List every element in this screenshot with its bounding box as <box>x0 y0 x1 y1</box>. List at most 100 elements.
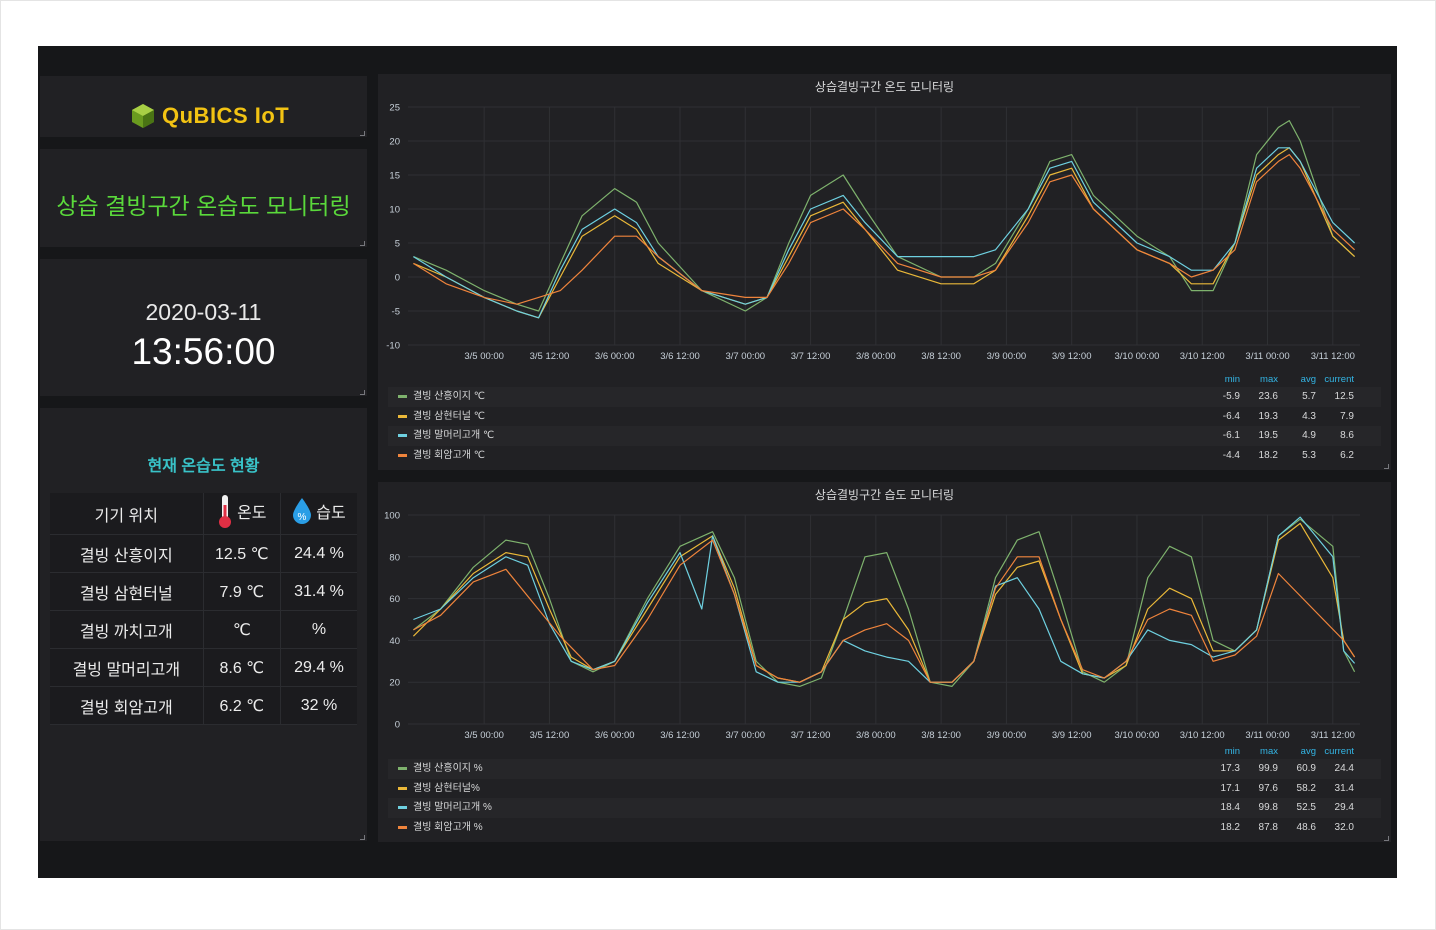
legend-max-header[interactable]: max <box>1260 374 1278 385</box>
location-cell: 결빙 회암고개 <box>50 686 204 725</box>
legend-min-header[interactable]: min <box>1224 374 1240 385</box>
legend-item[interactable]: 결빙 삼현터널 ℃ -6.4 19.3 4.3 7.9 <box>388 407 1381 427</box>
series-line <box>413 147 1356 319</box>
series-line <box>413 539 1356 683</box>
series-color-swatch <box>398 806 407 810</box>
y-tick-label: 80 <box>389 552 400 563</box>
chart-title[interactable]: 상습결빙구간 온도 모니터링 <box>814 80 955 94</box>
legend-max-value: 19.3 <box>1258 410 1278 422</box>
x-tick-label: 3/7 00:00 <box>725 351 765 362</box>
humidity-legend: min max avg current 결빙 산흥이지 % 17.3 99.9 60.9 24.… <box>388 744 1381 837</box>
legend-min-header[interactable]: min <box>1224 746 1240 757</box>
resize-handle[interactable] <box>1384 836 1389 841</box>
legend-series-name[interactable]: 결빙 산흥이지 % <box>413 763 483 774</box>
legend-item[interactable]: 결빙 회암고개 % 18.2 87.8 48.6 32.0 <box>388 818 1381 838</box>
legend-avg-header[interactable]: avg <box>1300 746 1316 757</box>
location-cell: 결빙 산흥이지 <box>50 534 204 573</box>
x-tick-label: 3/9 12:00 <box>1052 351 1092 362</box>
legend-max-header[interactable]: max <box>1260 746 1278 757</box>
x-tick-label: 3/9 12:00 <box>1052 730 1092 741</box>
x-tick-label: 3/6 00:00 <box>595 730 635 741</box>
location-header: 기기 위치 <box>50 493 204 535</box>
legend-item[interactable]: 결빙 말머리고개 % 18.4 99.8 52.5 29.4 <box>388 798 1381 818</box>
temp-header: 온도 <box>203 493 281 535</box>
x-tick-label: 3/6 12:00 <box>660 730 700 741</box>
chart-title[interactable]: 상습결빙구간 습도 모니터링 <box>814 488 955 502</box>
y-tick-label: 15 <box>389 171 400 182</box>
legend-current-header[interactable]: current <box>1324 374 1354 385</box>
legend-series-name[interactable]: 결빙 회암고개 ℃ <box>413 449 485 461</box>
series-color-swatch <box>398 825 407 829</box>
resize-handle[interactable] <box>360 131 365 136</box>
legend-item[interactable]: 결빙 산흥이지 ℃ -5.9 23.6 5.7 12.5 <box>388 387 1381 407</box>
series-color-swatch <box>398 434 407 438</box>
resize-handle[interactable] <box>1384 464 1389 469</box>
x-tick-label: 3/7 00:00 <box>725 730 765 741</box>
legend-current-value: 8.6 <box>1340 430 1354 441</box>
legend-avg-value: 48.6 <box>1296 821 1316 833</box>
legend-avg-header[interactable]: avg <box>1300 374 1316 385</box>
x-tick-label: 3/9 00:00 <box>987 351 1027 362</box>
humidity-chart: 0 20 40 60 80 100 3/5 00:00 3/5 12:00 3/6 00:00 3… <box>384 511 1360 741</box>
y-tick-label: 0 <box>395 720 400 731</box>
x-tick-label: 3/11 12:00 <box>1311 730 1355 741</box>
legend-current-value: 12.5 <box>1334 391 1354 402</box>
resize-handle[interactable] <box>360 835 365 840</box>
legend-series-name[interactable]: 결빙 삼현터널 ℃ <box>413 410 485 422</box>
legend-current-header[interactable]: current <box>1324 746 1354 757</box>
legend-max-value: 87.8 <box>1258 821 1278 833</box>
x-tick-label: 3/6 12:00 <box>660 351 700 362</box>
x-tick-label: 3/8 00:00 <box>856 730 896 741</box>
x-tick-label: 3/11 00:00 <box>1245 351 1289 362</box>
legend-min-value: 17.1 <box>1220 782 1240 794</box>
legend-avg-value: 4.9 <box>1302 430 1316 441</box>
legend-item[interactable]: 결빙 회암고개 ℃ -4.4 18.2 5.3 6.2 <box>388 446 1381 466</box>
series-color-swatch <box>398 395 407 399</box>
x-tick-label: 3/10 00:00 <box>1115 351 1160 362</box>
legend-item[interactable]: 결빙 말머리고개 ℃ -6.1 19.5 4.9 8.6 <box>388 426 1381 446</box>
legend-current-value: 24.4 <box>1334 763 1354 774</box>
legend-current-value: 32.0 <box>1334 821 1354 833</box>
x-tick-label: 3/5 00:00 <box>464 351 504 362</box>
y-tick-label: 100 <box>384 511 400 522</box>
x-tick-label: 3/10 12:00 <box>1180 351 1225 362</box>
legend-avg-value: 5.7 <box>1302 391 1316 402</box>
legend-min-value: 18.2 <box>1220 821 1240 833</box>
table-row: 결빙 회암고개 6.2 ℃ 32 % <box>50 686 357 725</box>
x-tick-label: 3/5 12:00 <box>530 730 570 741</box>
status-title: 현재 온습도 현황 <box>147 458 260 475</box>
table-row: 결빙 까치고개 ℃ % <box>50 610 357 649</box>
temperature-chart: -10 -5 0 5 10 15 20 25 3/5 00:00 3/5 12:00 3/6 00:… <box>386 103 1360 362</box>
legend-item[interactable]: 결빙 산흥이지 % 17.3 99.9 60.9 24.4 <box>388 759 1381 779</box>
resize-handle[interactable] <box>360 390 365 395</box>
status-header-row: 기기 위치 온도 % <box>50 493 357 535</box>
y-tick-label: 60 <box>389 594 400 605</box>
legend-series-name[interactable]: 결빙 말머리고개 % <box>413 802 492 813</box>
temp-header-label: 온도 <box>237 505 267 522</box>
y-tick-label: 0 <box>395 273 400 284</box>
humidity-chart-panel: 상습결빙구간 습도 모니터링 0 20 40 60 80 100 3/5 00:00 3/5 … <box>378 482 1391 842</box>
clock-time: 13:56:00 <box>131 331 276 372</box>
resize-handle[interactable] <box>360 241 365 246</box>
legend-series-name[interactable]: 결빙 삼현터널% <box>413 782 480 794</box>
clock-date: 2020-03-11 <box>145 299 262 325</box>
x-tick-label: 3/9 00:00 <box>987 730 1027 741</box>
title-panel: 상습 결빙구간 온습도 모니터링 <box>40 149 367 247</box>
legend-min-value: -5.9 <box>1222 391 1240 402</box>
legend-max-value: 97.6 <box>1258 782 1278 794</box>
legend-series-name[interactable]: 결빙 말머리고개 ℃ <box>413 430 495 441</box>
humid-cell: 24.4 % <box>280 534 357 573</box>
logo-panel: QuBICS IoT <box>40 76 367 137</box>
legend-min-value: 18.4 <box>1220 802 1240 813</box>
legend-header: min max avg current <box>388 372 1381 387</box>
legend-series-name[interactable]: 결빙 회암고개 % <box>413 821 483 833</box>
water-drop-icon: % <box>293 498 312 524</box>
status-panel: 현재 온습도 현황 기기 위치 온도 <box>40 408 367 841</box>
clock-panel: 2020-03-11 13:56:00 <box>40 259 367 396</box>
y-tick-label: 20 <box>389 678 400 689</box>
legend-min-value: 17.3 <box>1220 763 1240 774</box>
legend-item[interactable]: 결빙 삼현터널% 17.1 97.6 58.2 31.4 <box>388 779 1381 799</box>
legend-series-name[interactable]: 결빙 산흥이지 ℃ <box>413 391 485 402</box>
y-tick-label: 40 <box>389 636 400 647</box>
series-color-swatch <box>398 786 407 790</box>
